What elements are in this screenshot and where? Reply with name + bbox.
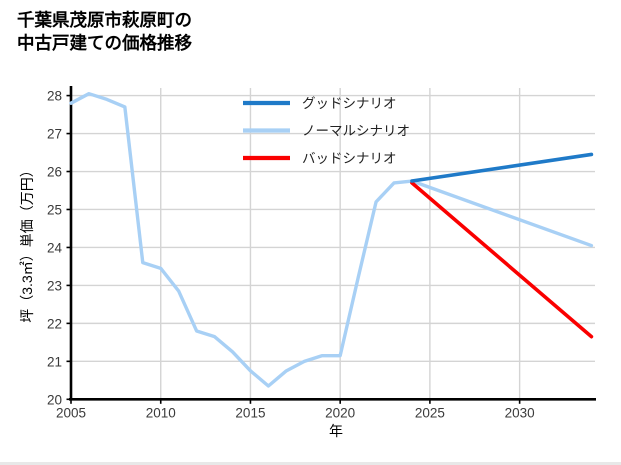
- y-tick-label: 22: [47, 316, 62, 331]
- series-line-good: [410, 152, 594, 183]
- series-line-normal: [69, 91, 594, 388]
- y-tick-label: 20: [47, 392, 62, 407]
- y-tick-label: 28: [47, 89, 62, 104]
- y-tick-label: 26: [47, 165, 62, 180]
- y-tick-label: 23: [47, 278, 62, 293]
- y-tick-label: 25: [47, 202, 62, 217]
- plot-background: [71, 88, 595, 399]
- x-tick-label: 2015: [235, 405, 265, 420]
- series-line-bad: [410, 181, 594, 339]
- gridlines: [71, 88, 595, 400]
- x-axis-ticks: 2005 2010 2015 2020 2025 2030: [56, 399, 535, 420]
- chart-title: 千葉県茂原市萩原町の 中古戸建ての価格推移: [17, 10, 192, 54]
- y-axis-ticks: 20 21 22 23 24 25 26 27 28: [47, 89, 71, 407]
- x-tick-label: 2025: [415, 405, 445, 420]
- legend-label-2: バッドシナリオ: [302, 151, 397, 166]
- legend-label-1: ノーマルシナリオ: [302, 124, 410, 139]
- x-axis-title: 年: [329, 423, 343, 439]
- bottom-divider: [0, 462, 621, 465]
- y-tick-label: 27: [47, 127, 62, 142]
- y-tick-label: 24: [47, 240, 63, 255]
- x-tick-label: 2030: [505, 405, 535, 420]
- data-series: [69, 91, 594, 388]
- x-tick-label: 2020: [325, 405, 355, 420]
- legend-label-0: グッドシナリオ: [302, 96, 397, 111]
- y-axis-title: 坪（3.3㎡）単価（万円）: [19, 163, 35, 322]
- y-tick-label: 21: [47, 354, 62, 369]
- x-tick-label: 2005: [56, 405, 86, 420]
- x-tick-label: 2010: [146, 405, 176, 420]
